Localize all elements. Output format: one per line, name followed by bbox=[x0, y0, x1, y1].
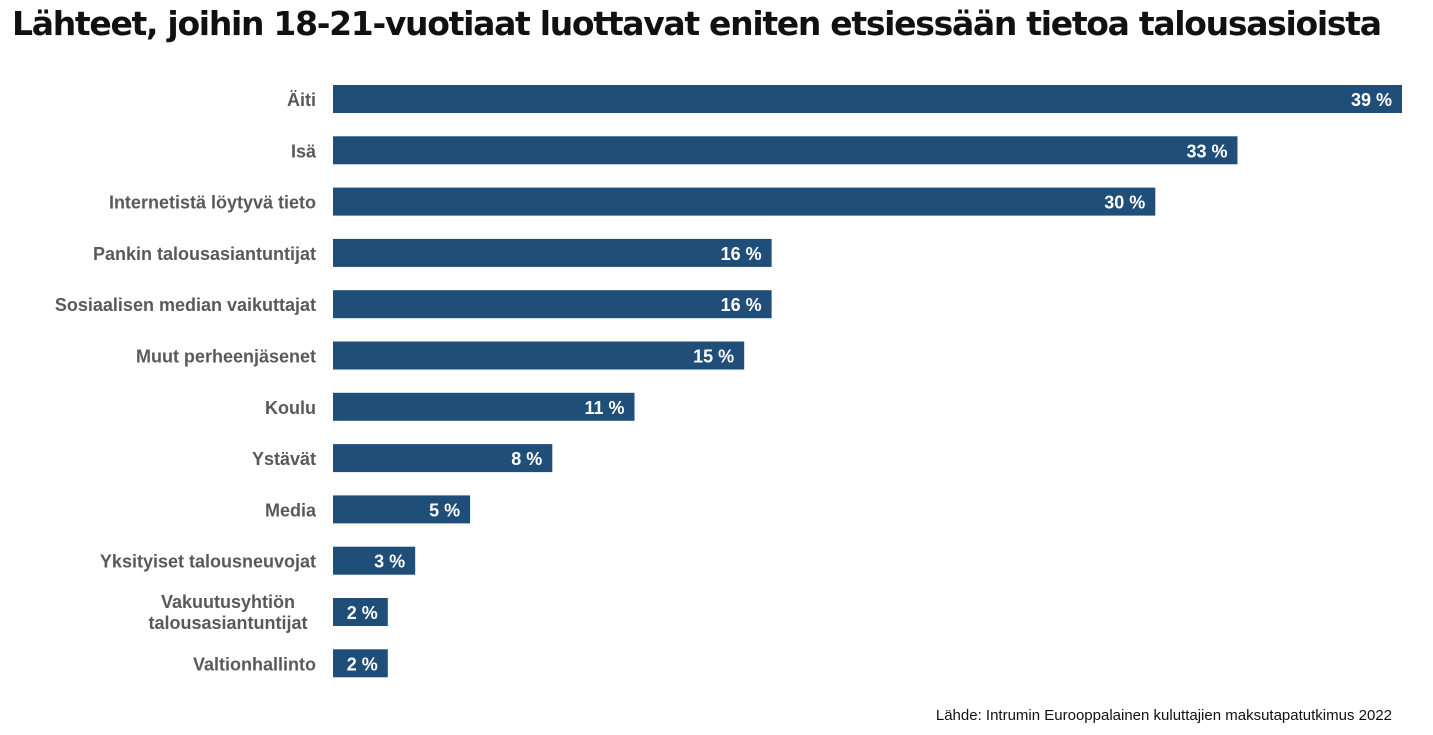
category-label: Pankin talousasiantuntijat bbox=[93, 244, 316, 264]
data-label: 2 % bbox=[347, 654, 378, 674]
data-label: 2 % bbox=[347, 603, 378, 623]
category-label: Valtionhallinto bbox=[193, 654, 316, 674]
data-label: 15 % bbox=[693, 347, 734, 367]
data-label: 16 % bbox=[721, 295, 762, 315]
data-label: 39 % bbox=[1351, 90, 1392, 110]
category-label: Internetistä löytyvä tieto bbox=[109, 193, 316, 213]
data-label: 30 % bbox=[1104, 193, 1145, 213]
bar bbox=[333, 598, 388, 626]
bar bbox=[333, 85, 1402, 113]
source-note: Lähde: Intrumin Eurooppalainen kuluttaji… bbox=[935, 707, 1392, 724]
bar bbox=[333, 238, 772, 267]
category-label: Isä bbox=[291, 141, 317, 161]
chart-title: Lähteet, joihin 18-21-vuotiaat luottavat… bbox=[12, 4, 1382, 43]
category-label: Koulu bbox=[265, 398, 316, 418]
data-label: 5 % bbox=[429, 500, 460, 520]
bar bbox=[333, 341, 745, 370]
bar bbox=[333, 649, 388, 678]
bar bbox=[333, 546, 416, 575]
data-label: 8 % bbox=[511, 449, 542, 469]
category-label: Muut perheenjäsenet bbox=[136, 347, 316, 367]
bar bbox=[333, 444, 553, 473]
bar bbox=[333, 290, 772, 319]
category-label: Sosiaalisen median vaikuttajat bbox=[55, 295, 316, 315]
category-label: Media bbox=[265, 500, 317, 520]
data-label: 16 % bbox=[721, 244, 762, 264]
category-label: Ystävät bbox=[252, 449, 316, 469]
bar bbox=[333, 136, 1238, 165]
data-label: 3 % bbox=[374, 552, 405, 572]
category-label: Vakuutusyhtiön talousasiantuntijat bbox=[148, 592, 307, 633]
data-label: 33 % bbox=[1186, 141, 1227, 161]
category-label: Äiti bbox=[287, 90, 316, 110]
data-label: 11 % bbox=[584, 398, 624, 418]
bar bbox=[333, 495, 471, 524]
bar bbox=[333, 392, 635, 421]
bar bbox=[333, 187, 1156, 216]
category-label: Yksityiset talousneuvojat bbox=[100, 552, 316, 572]
